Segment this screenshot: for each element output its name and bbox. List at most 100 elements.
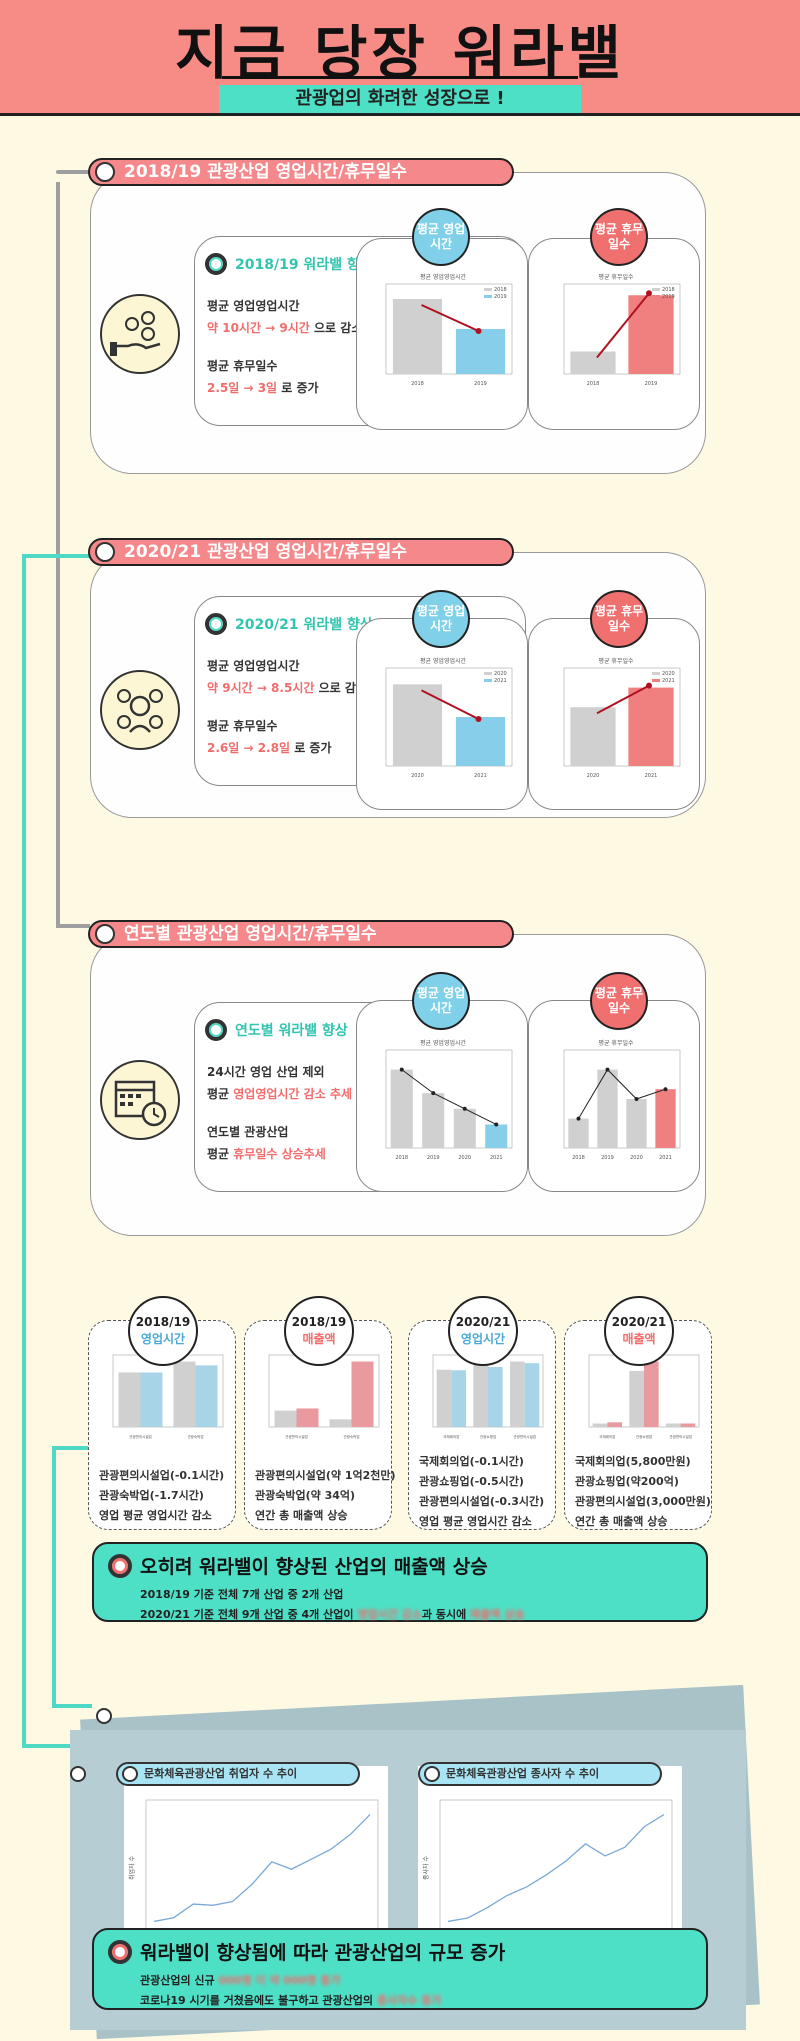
quad-badge: 2018/19 매출액 bbox=[284, 1296, 354, 1366]
line-chart-workers: 201220142016201820202022연도종사자 수 bbox=[422, 1792, 678, 1952]
panel-line: 평균 영업영업시간 bbox=[207, 659, 300, 673]
ring-bullet-icon bbox=[108, 1553, 132, 1578]
bar bbox=[510, 1361, 525, 1427]
x-tick-label: 2019 bbox=[645, 381, 658, 387]
section-tab-label: 연도별 관광산업 영업시간/휴무일수 bbox=[124, 924, 377, 944]
legend-swatch bbox=[484, 672, 492, 675]
summary-title: 오히려 워라밸이 향상된 산업의 매출액 상승 bbox=[140, 1556, 488, 1578]
x-tick-label: 관광숙박업 bbox=[187, 1434, 203, 1439]
bar bbox=[570, 351, 616, 374]
trend-point bbox=[462, 1106, 467, 1111]
quad-badge: 2018/19 영업시간 bbox=[128, 1296, 198, 1366]
bar bbox=[655, 1089, 676, 1148]
timeline-teal-top-branch bbox=[22, 554, 90, 558]
bar-chart-hours-2020-21: 평균 영업영업시간 2020 2021 2020 2021 bbox=[368, 654, 518, 782]
legend-label: 2019 bbox=[662, 294, 675, 300]
badge-avg-hours: 평균 영업시간 bbox=[412, 590, 470, 648]
series-line bbox=[447, 1813, 665, 1923]
quad-line: 영업 평균 영업시간 감소 bbox=[99, 1509, 212, 1522]
bar bbox=[666, 1423, 681, 1427]
arrow-head bbox=[475, 328, 482, 334]
bar bbox=[628, 295, 674, 374]
bar bbox=[118, 1372, 141, 1427]
summary-line: 관광산업의 신규 000명 이 약 000명 증가 bbox=[140, 1974, 341, 1987]
ring-bullet-icon bbox=[108, 1939, 132, 1964]
bar-line-chart-hours-yearly: 평균 영업영업시간 2018 2019 2020 2021 bbox=[368, 1036, 518, 1164]
trend-point bbox=[494, 1122, 499, 1127]
page-title: 지금 당장 워라밸 bbox=[175, 19, 625, 87]
calendar-clock-icon bbox=[100, 1060, 180, 1140]
timeline-gray-bottom-branch bbox=[56, 924, 90, 928]
bar bbox=[453, 1108, 476, 1148]
bar bbox=[351, 1361, 374, 1427]
page-subtitle: 관광업의 화려한 성장으로 ! bbox=[219, 85, 581, 113]
bar bbox=[644, 1361, 659, 1427]
bar bbox=[451, 1370, 466, 1427]
x-tick-label: 2020 bbox=[630, 1155, 643, 1161]
bar bbox=[455, 717, 506, 766]
arrow-head bbox=[646, 290, 652, 297]
legend-label: 2021 bbox=[494, 678, 507, 684]
tab-dot-icon bbox=[95, 162, 115, 182]
x-tick-label: 관광편의시설업 bbox=[129, 1434, 152, 1439]
bar-chart-days-2020-21: 평균 휴무일수 2020 2021 2020 2021 bbox=[546, 654, 686, 782]
panel-line: 평균 영업영업시간 감소 추세 bbox=[207, 1087, 353, 1101]
arrow-head bbox=[475, 716, 482, 722]
board-pin-icon bbox=[70, 1766, 86, 1782]
x-tick-label: 국제회의업 bbox=[443, 1434, 459, 1439]
series-line bbox=[153, 1814, 371, 1923]
trend-point bbox=[431, 1091, 436, 1096]
x-tick-label: 관광쇼핑업 bbox=[636, 1434, 652, 1439]
chart-title: 평균 휴무일수 bbox=[598, 1039, 634, 1047]
quad-badge: 2020/21 매출액 bbox=[604, 1296, 674, 1366]
x-tick-label: 2021 bbox=[659, 1155, 672, 1161]
panel-line: 평균 휴무일수 bbox=[207, 719, 278, 733]
tab-dot-icon bbox=[95, 924, 115, 944]
x-tick-label: 2020 bbox=[411, 773, 424, 779]
legend-label: 2020 bbox=[494, 671, 507, 677]
plot-frame bbox=[563, 1049, 681, 1149]
badge-avg-days: 평균 휴무일수 bbox=[590, 208, 648, 266]
summary-box-scale-increase: 워라밸이 향상됨에 따라 관광산업의 규모 증가 관광산업의 신규 000명 이… bbox=[92, 1928, 708, 2010]
x-tick-label: 2020 bbox=[587, 773, 600, 779]
ring-bullet-icon bbox=[205, 253, 227, 275]
chart-svg: 관광편의시설업 관광숙박업 bbox=[112, 1354, 224, 1439]
x-tick-label: 관광숙박업 bbox=[343, 1434, 359, 1439]
section-tab-2020-21: 2020/21 관광산업 영업시간/휴무일수 bbox=[88, 538, 514, 566]
tab-dot-icon bbox=[122, 1766, 138, 1782]
badge-avg-hours: 평균 영업시간 bbox=[412, 972, 470, 1030]
trend-arrow bbox=[421, 689, 479, 720]
bar bbox=[195, 1365, 218, 1427]
bar-chart-quad: 관광편의시설업 관광숙박업 bbox=[95, 1347, 229, 1443]
quad-line: 관광편의시설업(-0.3시간) bbox=[419, 1495, 545, 1508]
bar bbox=[173, 1361, 196, 1427]
line-chart-tab-employees: 문화체육관광산업 취업자 수 추이 bbox=[116, 1762, 360, 1786]
bar bbox=[568, 1118, 589, 1148]
tab-dot-icon bbox=[95, 542, 115, 562]
bar bbox=[436, 1369, 452, 1427]
chart-title: 평균 영업영업시간 bbox=[420, 1039, 467, 1047]
quad-line: 영업 평균 영업시간 감소 bbox=[419, 1515, 532, 1528]
quad-line: 국제회의업(5,800만원) bbox=[575, 1455, 691, 1468]
plot-frame bbox=[563, 667, 681, 767]
legend-swatch bbox=[652, 679, 660, 682]
section-tab-yearly: 연도별 관광산업 영업시간/휴무일수 bbox=[88, 920, 514, 948]
bar bbox=[626, 1099, 647, 1148]
x-tick-label: 2018 bbox=[411, 381, 424, 387]
badge-avg-days: 평균 휴무일수 bbox=[590, 590, 648, 648]
chart-svg: 평균 영업영업시간 2018 2019 2020 2021 bbox=[385, 1039, 513, 1161]
x-tick-label: 국제회의업 bbox=[599, 1434, 615, 1439]
bar bbox=[422, 1093, 445, 1148]
chart-svg: 관광편의시설업 관광숙박업 bbox=[268, 1354, 380, 1439]
timeline-teal-bottom-branch bbox=[22, 1744, 78, 1748]
x-tick-label: 2021 bbox=[645, 773, 658, 779]
panel-title: 2020/21 워라밸 향상 bbox=[235, 617, 373, 633]
quad-line: 관광쇼핑업(-0.5시간) bbox=[419, 1475, 524, 1488]
gears-person-icon bbox=[100, 670, 180, 750]
quad-badge: 2020/21 영업시간 bbox=[448, 1296, 518, 1366]
quad-line: 관광편의시설업(3,000만원) bbox=[575, 1495, 711, 1508]
panel-heading: 2018/19 워라밸 향상 bbox=[205, 253, 373, 275]
bar bbox=[570, 707, 616, 766]
